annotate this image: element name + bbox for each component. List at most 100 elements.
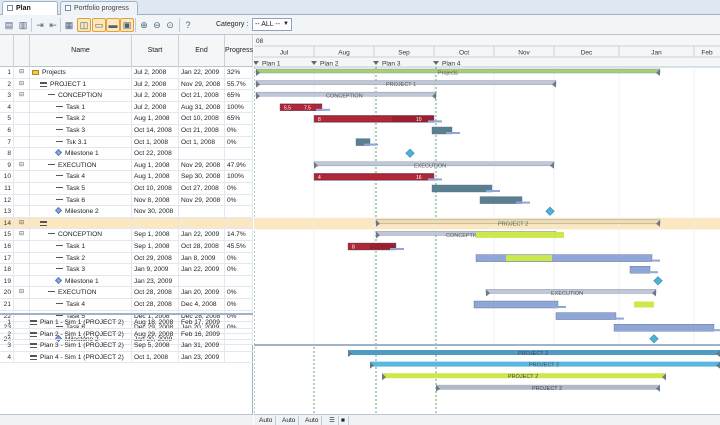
gantt-plus-icon[interactable]: ▬: [106, 18, 120, 32]
progress-cell[interactable]: 0%: [225, 299, 253, 310]
start-cell[interactable]: Oct 22, 2008: [132, 148, 179, 160]
view-list-icon[interactable]: ☰: [326, 416, 339, 425]
expand-collapse-icon[interactable]: ⊟: [14, 78, 30, 90]
save-icon[interactable]: ▥: [18, 20, 28, 30]
table-row[interactable]: 11 Task 5 Oct 10, 2008 Oct 27, 2008 0%: [0, 183, 253, 195]
progress-cell[interactable]: 100%: [225, 101, 253, 113]
end-cell[interactable]: Oct 21, 2008: [179, 90, 225, 102]
progress-cell[interactable]: [225, 148, 253, 160]
end-cell[interactable]: Jan 22, 2009: [179, 229, 225, 241]
end-cell[interactable]: Jan 23, 2009: [179, 351, 225, 363]
column-header-end[interactable]: End: [179, 35, 225, 67]
start-cell[interactable]: Oct 1, 2008: [132, 136, 179, 148]
table-row[interactable]: 6 Task 3 Oct 14, 2008 Oct 21, 2008 0%: [0, 125, 253, 137]
table-row[interactable]: 3 ⊟ CONCEPTION Jul 2, 2008 Oct 21, 2008 65%: [0, 90, 253, 102]
start-cell[interactable]: Aug 1, 2008: [132, 113, 179, 125]
progress-cell[interactable]: 0%: [225, 252, 253, 264]
open-icon[interactable]: ▤: [4, 20, 14, 30]
task-name-cell[interactable]: Tsk 3.1: [30, 136, 132, 148]
outdent-icon[interactable]: ⇤: [49, 20, 57, 30]
zoom-auto-button[interactable]: Auto: [302, 416, 323, 425]
end-cell[interactable]: Dec 4, 2008: [179, 299, 225, 310]
grid-icon[interactable]: ▦: [64, 20, 74, 30]
start-cell[interactable]: Jul 2, 2008: [132, 78, 179, 90]
scenario-name-cell[interactable]: Plan 4 - Sim 1 (PROJECT 2): [14, 351, 132, 363]
progress-cell[interactable]: 47.9%: [225, 159, 253, 171]
progress-cell[interactable]: 0%: [225, 264, 253, 276]
progress-cell[interactable]: 14.7%: [225, 229, 253, 241]
column-header-start[interactable]: Start: [132, 35, 179, 67]
category-select[interactable]: -- ALL -- ▼: [252, 18, 292, 31]
gantt-chart[interactable]: 08 Jul Aug Sep Oct Nov Dec Jan Feb Plan 1 Plan 2 Pl…: [254, 35, 720, 425]
start-cell[interactable]: Oct 1, 2008: [132, 351, 179, 363]
scenario-row[interactable]: 2 Plan 2 - Sim 1 (PROJECT 2) Aug 29, 2008 F…: [0, 328, 253, 341]
start-cell[interactable]: Sep 5, 2008: [132, 340, 179, 352]
task-name-cell[interactable]: PROJECT 1: [30, 78, 132, 90]
end-cell[interactable]: [179, 148, 225, 160]
task-name-cell[interactable]: Task 2: [30, 113, 132, 125]
end-cell[interactable]: Dec 28, 2008: [179, 310, 225, 322]
grid-horizontal-scrollbar[interactable]: [0, 414, 253, 425]
progress-cell[interactable]: [225, 275, 253, 287]
table-row[interactable]: 20 ⊟ EXECUTION Oct 28, 2008 Jan 20, 2009 0%: [0, 287, 253, 299]
table-row[interactable]: 21 Task 4 Oct 28, 2008 Dec 4, 2008 0%: [0, 299, 253, 311]
expand-collapse-icon[interactable]: ⊟: [14, 229, 30, 241]
task-name-cell[interactable]: Milestone 2: [30, 206, 132, 218]
expand-collapse-icon[interactable]: ⊟: [14, 287, 30, 299]
table-row[interactable]: 9 ⊟ EXECUTION Aug 1, 2008 Nov 29, 2008 47.9%: [0, 159, 253, 172]
expand-collapse-icon[interactable]: ⊟: [14, 90, 30, 102]
progress-cell[interactable]: [225, 206, 253, 218]
tab-plan-tracker[interactable]: Plan tracker: [2, 1, 58, 25]
task-name-cell[interactable]: Task 1: [30, 241, 132, 252]
scenario-name-cell[interactable]: Plan 2 - Sim 1 (PROJECT 2): [14, 328, 132, 340]
end-cell[interactable]: Nov 29, 2008: [179, 78, 225, 90]
progress-cell[interactable]: 0%: [225, 183, 253, 194]
end-cell[interactable]: Sep 30, 2008: [179, 171, 225, 183]
expand-collapse-icon[interactable]: [14, 275, 30, 287]
task-name-cell[interactable]: EXECUTION: [30, 287, 132, 299]
progress-cell[interactable]: 55.7%: [225, 78, 253, 90]
end-cell[interactable]: [179, 217, 225, 229]
start-cell[interactable]: Aug 1, 2008: [132, 159, 179, 171]
table-view-icon[interactable]: ▣: [120, 18, 134, 32]
start-cell[interactable]: Dec 1, 2008: [132, 310, 179, 322]
table-row[interactable]: 10 Task 4 Aug 1, 2008 Sep 30, 2008 100%: [0, 171, 253, 183]
task-name-cell[interactable]: Task 4: [30, 299, 132, 310]
expand-collapse-icon[interactable]: [14, 252, 30, 264]
progress-cell[interactable]: 65%: [225, 113, 253, 125]
task-name-cell[interactable]: Task 6: [30, 194, 132, 206]
progress-cell[interactable]: 65%: [225, 90, 253, 102]
end-cell[interactable]: Nov 29, 2008: [179, 159, 225, 171]
end-cell[interactable]: [179, 275, 225, 287]
end-cell[interactable]: Oct 28, 2008: [179, 241, 225, 252]
expand-collapse-icon[interactable]: ⊟: [14, 67, 30, 78]
table-row[interactable]: 8 Milestone 1 Oct 22, 2008: [0, 148, 253, 160]
start-cell[interactable]: Oct 28, 2008: [132, 287, 179, 299]
progress-cell[interactable]: 0%: [225, 310, 253, 322]
table-row[interactable]: 18 Task 3 Jan 9, 2009 Jan 22, 2009 0%: [0, 264, 253, 276]
end-cell[interactable]: Oct 21, 2008: [179, 125, 225, 136]
gantt-canvas[interactable]: 08 Jul Aug Sep Oct Nov Dec Jan Feb Plan 1 Plan 2 Pl…: [254, 35, 720, 414]
start-cell[interactable]: Jul 2, 2008: [132, 67, 179, 78]
start-cell[interactable]: Oct 10, 2008: [132, 183, 179, 194]
tab-portfolio-progress[interactable]: Portfolio progress: [60, 1, 138, 15]
start-cell[interactable]: Jul 2, 2008: [132, 101, 179, 113]
task-name-cell[interactable]: Task 2: [30, 252, 132, 264]
progress-cell[interactable]: 32%: [225, 67, 253, 78]
expand-collapse-icon[interactable]: [14, 183, 30, 194]
start-cell[interactable]: Oct 28, 2008: [132, 299, 179, 310]
scenario-name-cell[interactable]: Plan 3 - Sim 1 (PROJECT 2): [14, 340, 132, 352]
expand-collapse-icon[interactable]: [14, 148, 30, 160]
start-cell[interactable]: Jan 9, 2009: [132, 264, 179, 276]
table-row[interactable]: 22 Task 5 Dec 1, 2008 Dec 28, 2008 0%: [0, 310, 253, 323]
task-name-cell[interactable]: Task 3: [30, 125, 132, 136]
table-row[interactable]: 19 Milestone 1 Jan 23, 2009: [0, 275, 253, 288]
task-name-cell[interactable]: Task 5: [30, 310, 132, 322]
table-row[interactable]: 15 ⊟ CONCEPTION Sep 1, 2008 Jan 22, 2009 14.7…: [0, 229, 253, 241]
end-cell[interactable]: Nov 29, 2008: [179, 194, 225, 206]
scenario-row[interactable]: 3 Plan 3 - Sim 1 (PROJECT 2) Sep 5, 2008 Ja…: [0, 340, 253, 352]
scenario-name-cell[interactable]: Plan 1 - Sim 1 (PROJECT 2): [14, 317, 132, 328]
zoom-auto-button[interactable]: Auto: [256, 416, 277, 425]
task-name-cell[interactable]: Milestone 1: [30, 275, 132, 287]
start-cell[interactable]: [132, 217, 179, 229]
